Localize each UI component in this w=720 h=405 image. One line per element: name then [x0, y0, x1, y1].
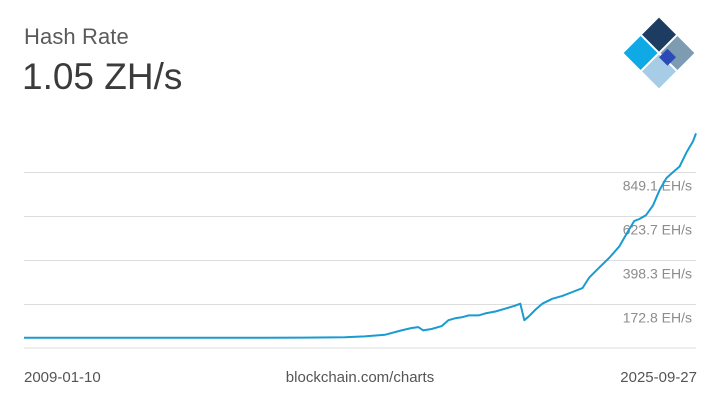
y-tick-label: 623.7 EH/s	[623, 222, 692, 238]
line-layer	[24, 133, 697, 339]
end-date-label: 2025-09-27	[620, 369, 697, 386]
start-date-label: 2009-01-10	[24, 369, 101, 386]
y-tick-label: 172.8 EH/s	[623, 310, 692, 326]
source-label: blockchain.com/charts	[285, 369, 435, 386]
chart-title: Hash Rate	[24, 24, 129, 49]
grid-layer: 172.8 EH/s 398.3 EH/s 623.7 EH/s 849.1 EH/s	[24, 172, 696, 349]
blockchain-logo-icon	[623, 17, 695, 89]
y-tick-label: 398.3 EH/s	[623, 266, 692, 282]
series-line	[24, 133, 697, 339]
y-tick-label: 849.1 EH/s	[623, 178, 692, 194]
headline-value: 1.05 ZH/s	[22, 56, 183, 97]
